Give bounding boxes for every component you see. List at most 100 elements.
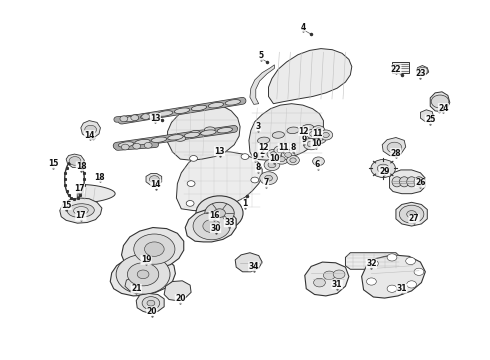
Polygon shape [176,151,262,211]
Circle shape [303,138,319,150]
Circle shape [120,116,128,122]
Circle shape [387,285,397,292]
Circle shape [407,281,416,288]
Circle shape [134,234,175,264]
Text: 4: 4 [300,22,305,31]
Text: 13: 13 [214,147,225,156]
Circle shape [85,125,97,134]
Circle shape [377,164,389,173]
Text: 15: 15 [61,201,72,210]
Polygon shape [168,104,240,160]
Circle shape [186,201,194,206]
Polygon shape [382,138,406,157]
Ellipse shape [287,127,299,134]
Circle shape [322,132,329,138]
Circle shape [137,270,149,279]
Text: 5: 5 [258,51,263,60]
Text: 17: 17 [75,211,86,220]
Text: 10: 10 [311,139,321,148]
Text: 11: 11 [278,143,289,152]
Polygon shape [396,202,427,226]
Circle shape [221,204,229,210]
Text: 18: 18 [95,173,105,181]
Circle shape [203,220,220,233]
Circle shape [270,152,277,156]
Ellipse shape [392,177,402,187]
Circle shape [196,196,243,230]
Polygon shape [249,104,323,160]
Polygon shape [250,65,274,104]
Polygon shape [81,121,100,138]
Text: 20: 20 [175,294,186,303]
Circle shape [281,150,295,160]
Text: 33: 33 [224,218,235,227]
Ellipse shape [414,177,424,187]
Circle shape [241,154,249,159]
FancyBboxPatch shape [392,62,409,73]
Circle shape [387,254,397,261]
Text: 34: 34 [248,262,259,271]
Text: 8: 8 [291,143,295,152]
Circle shape [319,130,333,140]
Circle shape [149,176,159,183]
Ellipse shape [200,130,216,135]
Ellipse shape [258,137,270,144]
Text: 15: 15 [48,159,58,168]
Circle shape [145,242,164,256]
Circle shape [278,157,285,162]
Polygon shape [345,253,401,269]
Circle shape [147,300,155,306]
Polygon shape [420,110,434,122]
Polygon shape [110,254,175,296]
Ellipse shape [191,105,207,111]
Circle shape [142,297,160,310]
Polygon shape [269,49,352,104]
Polygon shape [122,228,184,271]
Text: 12: 12 [298,126,309,135]
Circle shape [323,271,335,280]
Circle shape [387,142,402,153]
Circle shape [306,129,319,139]
Ellipse shape [174,108,190,113]
Polygon shape [77,185,115,203]
Text: 25: 25 [425,115,436,124]
Circle shape [314,278,325,287]
Text: 26: 26 [415,178,426,187]
Text: 31: 31 [332,280,343,289]
Circle shape [144,143,152,148]
Circle shape [251,177,259,183]
Circle shape [214,209,225,217]
Text: 14: 14 [84,130,95,139]
Circle shape [418,67,428,75]
Polygon shape [60,198,102,223]
Ellipse shape [208,102,223,108]
Text: 6: 6 [315,161,320,169]
Circle shape [290,158,296,163]
Text: 2: 2 [260,147,265,156]
Text: 19: 19 [141,256,151,264]
Circle shape [399,205,424,223]
Ellipse shape [168,135,183,140]
Text: 8: 8 [256,163,261,172]
Text: 12: 12 [258,143,269,152]
Circle shape [122,144,129,150]
Circle shape [127,263,159,286]
Ellipse shape [272,132,284,138]
Circle shape [277,148,283,153]
Text: 11: 11 [312,129,323,138]
Polygon shape [235,253,262,272]
Ellipse shape [74,207,88,215]
Ellipse shape [302,125,314,131]
Polygon shape [185,210,236,242]
Polygon shape [416,66,429,75]
Circle shape [371,159,395,177]
Polygon shape [430,92,450,112]
Circle shape [312,126,325,135]
Text: 31: 31 [396,284,407,293]
Text: 20: 20 [147,307,157,316]
Circle shape [133,143,141,149]
Circle shape [368,260,378,267]
Circle shape [307,141,315,147]
Circle shape [313,157,324,166]
Circle shape [313,134,326,144]
